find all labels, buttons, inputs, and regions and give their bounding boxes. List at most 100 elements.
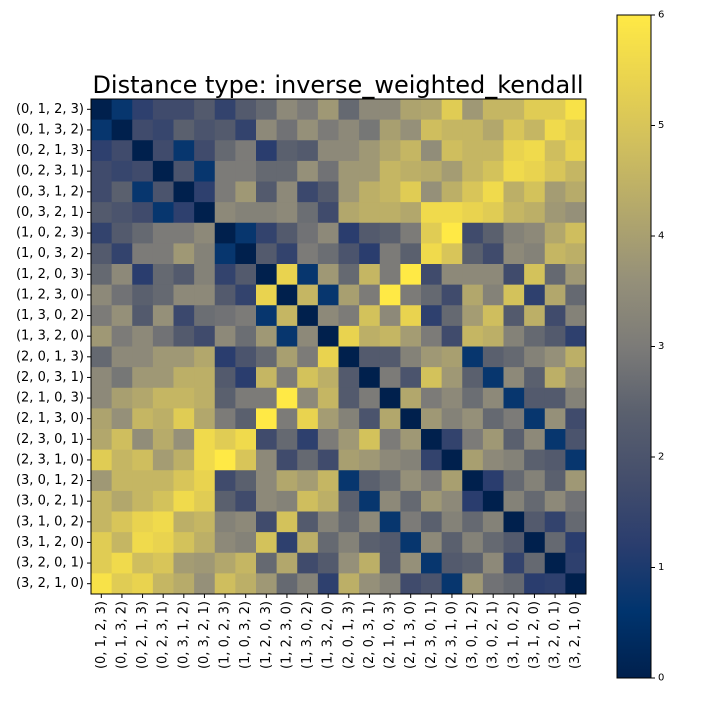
heatmap-cell — [379, 470, 401, 492]
heatmap-cell — [421, 202, 443, 224]
heatmap-cell — [421, 573, 443, 595]
heatmap-cell — [194, 325, 216, 347]
heatmap-cell — [91, 532, 113, 554]
heatmap-cell — [276, 470, 298, 492]
heatmap-cell — [379, 573, 401, 595]
heatmap-cell — [276, 264, 298, 286]
heatmap-cell — [482, 408, 504, 430]
heatmap-cell — [338, 470, 360, 492]
heatmap-cell — [379, 408, 401, 430]
heatmap-cell — [276, 222, 298, 244]
heatmap-cell — [132, 429, 154, 451]
heatmap-cell — [400, 346, 422, 368]
heatmap-cell — [194, 552, 216, 574]
heatmap-cell — [462, 243, 484, 265]
heatmap-cell — [421, 408, 443, 430]
heatmap-cell — [379, 305, 401, 327]
heatmap-cell — [235, 387, 257, 409]
heatmap-cell — [317, 532, 339, 554]
heatmap-cell — [524, 511, 546, 533]
colorbar-tick-label: 4 — [658, 231, 664, 242]
heatmap-cell — [441, 387, 463, 409]
heatmap-cell — [565, 284, 587, 306]
heatmap-cell — [276, 325, 298, 347]
heatmap-cell — [503, 99, 525, 121]
heatmap-cell — [214, 222, 236, 244]
heatmap-cell — [132, 160, 154, 182]
heatmap-cell — [194, 470, 216, 492]
y-tick-label: (1, 2, 3, 0) — [16, 287, 84, 302]
heatmap-cell — [462, 367, 484, 389]
heatmap-cell — [173, 99, 195, 121]
heatmap-cell — [359, 284, 381, 306]
heatmap-cell — [214, 429, 236, 451]
heatmap-cell — [462, 202, 484, 224]
heatmap-cell — [91, 449, 113, 471]
heatmap-cell — [503, 552, 525, 574]
heatmap-cell — [544, 387, 566, 409]
heatmap-cell — [565, 243, 587, 265]
y-tick-label: (2, 1, 0, 3) — [16, 391, 84, 406]
heatmap-cell — [91, 470, 113, 492]
heatmap-cell — [256, 99, 278, 121]
heatmap-cell — [317, 160, 339, 182]
heatmap-cell — [276, 181, 298, 203]
heatmap-cell — [173, 202, 195, 224]
heatmap-cell — [544, 140, 566, 162]
heatmap-cell — [441, 449, 463, 471]
heatmap-cell — [400, 552, 422, 574]
heatmap-cell — [565, 119, 587, 141]
heatmap-cell — [317, 202, 339, 224]
heatmap-cell — [379, 202, 401, 224]
heatmap-cell — [482, 305, 504, 327]
heatmap-cell — [297, 387, 319, 409]
heatmap-cell — [338, 284, 360, 306]
heatmap-cell — [235, 552, 257, 574]
heatmap-cell — [235, 573, 257, 595]
y-tick-label: (3, 2, 1, 0) — [16, 576, 84, 591]
heatmap-cell — [317, 99, 339, 121]
heatmap-cell — [235, 243, 257, 265]
x-tick-label: (2, 3, 0, 1) — [424, 601, 439, 669]
heatmap-cell — [235, 490, 257, 512]
heatmap-cell — [132, 222, 154, 244]
heatmap-cell — [173, 470, 195, 492]
heatmap-cell — [214, 449, 236, 471]
colorbar-ticks: 0 1 2 3 4 5 6 — [651, 10, 664, 684]
heatmap-cell — [462, 140, 484, 162]
heatmap-cell — [441, 346, 463, 368]
heatmap-cell — [503, 264, 525, 286]
heatmap-cell — [400, 119, 422, 141]
heatmap-cell — [441, 222, 463, 244]
heatmap-cell — [544, 367, 566, 389]
heatmap-cell — [152, 222, 174, 244]
heatmap-cell — [462, 429, 484, 451]
heatmap-cell — [111, 532, 133, 554]
heatmap-cell — [400, 573, 422, 595]
heatmap-cell — [565, 552, 587, 574]
heatmap-cell — [91, 99, 113, 121]
x-tick-label: (3, 2, 0, 1) — [548, 601, 563, 669]
heatmap-cell — [256, 552, 278, 574]
heatmap-cell — [256, 181, 278, 203]
heatmap-cell — [132, 490, 154, 512]
heatmap-cell — [297, 325, 319, 347]
x-tick-label: (3, 0, 1, 2) — [465, 601, 480, 669]
heatmap-cell — [111, 552, 133, 574]
heatmap-cell — [152, 449, 174, 471]
heatmap-cell — [482, 449, 504, 471]
heatmap-cell — [194, 222, 216, 244]
heatmap-cell — [317, 573, 339, 595]
heatmap-cell — [462, 449, 484, 471]
heatmap-cell — [482, 367, 504, 389]
heatmap-cell — [544, 99, 566, 121]
heatmap-cell — [565, 202, 587, 224]
heatmap-cell — [297, 284, 319, 306]
x-tick-label: (0, 3, 2, 1) — [197, 601, 212, 669]
heatmap-cell — [194, 284, 216, 306]
heatmap-cell — [297, 490, 319, 512]
heatmap-cell — [276, 367, 298, 389]
heatmap-cell — [256, 243, 278, 265]
x-tick-label: (1, 3, 0, 2) — [300, 601, 315, 669]
